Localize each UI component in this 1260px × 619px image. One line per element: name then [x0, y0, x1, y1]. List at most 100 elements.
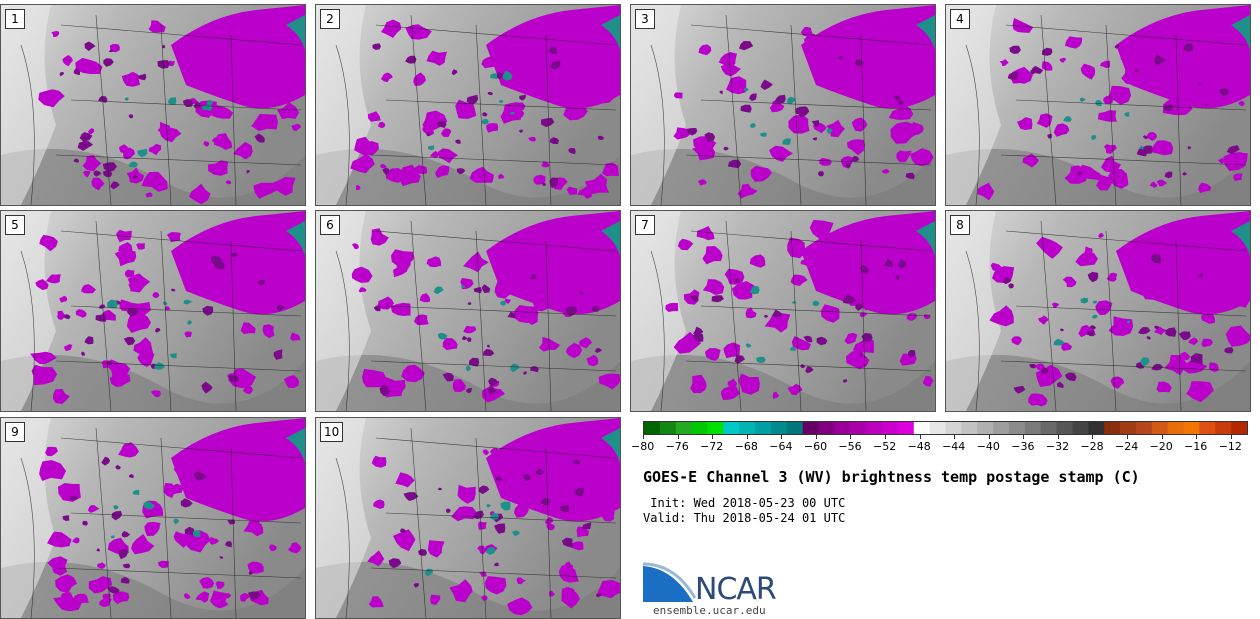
colorbar-tick	[1092, 435, 1094, 439]
postage-stamp-panel: 2	[315, 4, 621, 206]
postage-stamp-panel: 7	[630, 210, 936, 412]
colorbar-tick-label: −68	[734, 440, 758, 453]
wv-map	[946, 211, 1250, 411]
colorbar-tick	[815, 435, 817, 439]
colorbar-swatch	[961, 422, 978, 434]
colorbar-swatch	[786, 422, 804, 434]
panel-number-label: 3	[635, 9, 655, 29]
colorbar-tick-label: −16	[1184, 440, 1208, 453]
colorbar-tick-label: −64	[769, 440, 793, 453]
colorbar-tick	[954, 435, 956, 439]
colorbar-swatch	[818, 422, 835, 434]
panel-number-label: 9	[5, 422, 25, 442]
colorbar-swatch	[1008, 422, 1026, 434]
colorbar-tick	[712, 435, 714, 439]
colorbar-tick	[1196, 435, 1198, 439]
colorbar-swatch	[755, 422, 772, 434]
panel-number-label: 1	[5, 9, 25, 29]
colorbar	[643, 421, 1248, 435]
colorbar-tick	[1161, 435, 1163, 439]
colorbar-swatch	[1199, 422, 1216, 434]
colorbar-tick	[850, 435, 852, 439]
colorbar-swatch	[977, 422, 994, 434]
colorbar-swatch	[1040, 422, 1058, 434]
colorbar-tick-label: −56	[838, 440, 862, 453]
colorbar-tick-label: −36	[1011, 440, 1035, 453]
colorbar-tick-label: −28	[1080, 440, 1104, 453]
colorbar-ticks: −80 −76 −72 −68 −64 −60 −56 −52 −48 −44 −40 −36 −32−…	[631, 435, 1248, 455]
panel-number-label: 6	[320, 215, 340, 235]
colorbar-tick	[1230, 435, 1232, 439]
wv-map	[946, 5, 1250, 205]
panel-number-label: 10	[320, 422, 344, 442]
colorbar-swatch	[850, 422, 867, 434]
ncar-logo-icon	[643, 562, 697, 602]
colorbar-swatch	[1104, 422, 1121, 434]
postage-stamp-panel: 9	[0, 417, 306, 619]
colorbar-tick	[1057, 435, 1059, 439]
colorbar-tick-label: −80	[631, 440, 655, 453]
colorbar-tick-label: −24	[1115, 440, 1139, 453]
wv-map	[1, 5, 305, 205]
colorbar-swatch	[1231, 422, 1247, 434]
wv-map	[316, 5, 620, 205]
colorbar-swatch	[1120, 422, 1137, 434]
colorbar-tick-label: −72	[700, 440, 724, 453]
colorbar-tick	[677, 435, 679, 439]
panel-number-label: 5	[5, 215, 25, 235]
logo-text: NCAR	[695, 572, 777, 607]
colorbar-swatch	[882, 422, 899, 434]
colorbar-tick-label: −32	[1045, 440, 1070, 453]
colorbar-tick-label: −52	[873, 440, 897, 453]
postage-stamp-panel: 6	[315, 210, 621, 412]
postage-stamp-panel: 4	[945, 4, 1251, 206]
colorbar-tick	[919, 435, 921, 439]
colorbar-swatch	[1135, 422, 1153, 434]
panel-number-label: 8	[950, 215, 970, 235]
colorbar-swatch	[723, 422, 740, 434]
logo-url: ensemble.ucar.edu	[653, 604, 766, 617]
colorbar-swatch	[1056, 422, 1073, 434]
panel-number-label: 2	[320, 9, 340, 29]
colorbar-tick	[1127, 435, 1128, 439]
postage-stamp-panel: 5	[0, 210, 306, 412]
colorbar-tick-label: −76	[665, 440, 689, 453]
init-time: Init: Wed 2018-05-23 00 UTC	[643, 496, 846, 510]
colorbar-swatch	[993, 422, 1010, 434]
colorbar-tick	[885, 435, 886, 439]
colorbar-swatch	[1183, 422, 1200, 434]
colorbar-tick	[1023, 435, 1025, 439]
colorbar-tick	[643, 435, 644, 439]
colorbar-tick-label: −60	[803, 440, 828, 453]
figure-title: GOES-E Channel 3 (WV) brightness temp po…	[643, 468, 1140, 486]
colorbar-swatch	[1024, 422, 1042, 434]
colorbar-swatch	[1151, 422, 1169, 434]
colorbar-swatch	[913, 422, 931, 434]
colorbar-swatch	[897, 422, 915, 434]
colorbar-swatch	[834, 422, 851, 434]
colorbar-swatch	[691, 422, 708, 434]
colorbar-tick-label: −20	[1149, 440, 1173, 453]
wv-map	[1, 211, 305, 411]
postage-stamp-panel: 3	[630, 4, 936, 206]
wv-map	[316, 211, 620, 411]
wv-map	[631, 211, 935, 411]
colorbar-swatch	[945, 422, 962, 434]
postage-stamp-panel: 1	[0, 4, 306, 206]
postage-stamp-panel: 10	[315, 417, 621, 619]
colorbar-swatch	[739, 422, 756, 434]
colorbar-swatch	[770, 422, 788, 434]
colorbar-swatch	[1088, 422, 1105, 434]
colorbar-tick-label: −44	[942, 440, 966, 453]
colorbar-swatch	[802, 422, 820, 434]
colorbar-swatch	[1167, 422, 1185, 434]
colorbar-tick-label: −40	[976, 440, 1000, 453]
colorbar-tick	[781, 435, 783, 439]
valid-time: Valid: Thu 2018-05-24 01 UTC	[643, 511, 846, 525]
colorbar-swatch	[866, 422, 883, 434]
colorbar-tick-label: −12	[1218, 440, 1242, 453]
wv-map	[631, 5, 935, 205]
wv-map	[316, 418, 620, 618]
colorbar-tick	[988, 435, 990, 439]
colorbar-tick	[746, 435, 748, 439]
